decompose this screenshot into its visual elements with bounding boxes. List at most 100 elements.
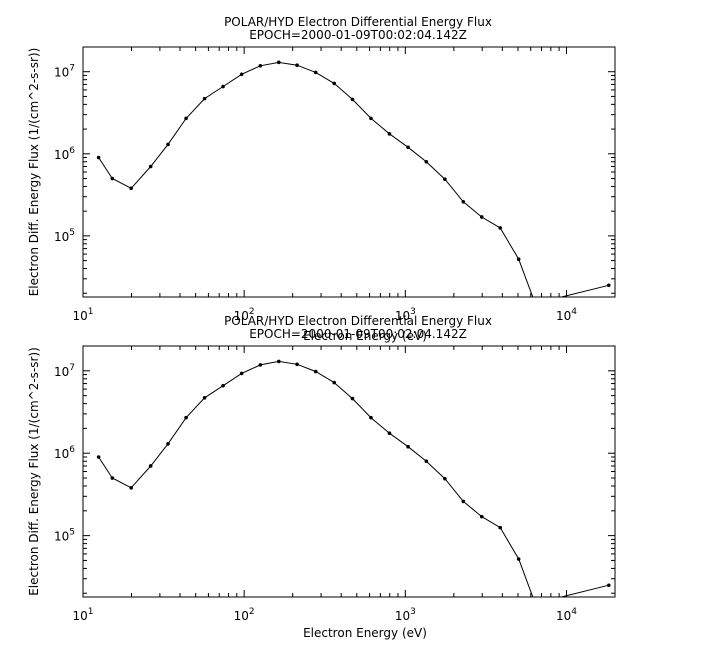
y-tick-label-exponent: 5: [69, 528, 75, 538]
data-point: [184, 415, 188, 420]
data-point: [443, 177, 447, 182]
series-line: [98, 360, 609, 597]
data-point: [276, 60, 281, 65]
data-point: [96, 455, 101, 459]
data-point: [295, 362, 299, 367]
x-tick-label: 104: [556, 607, 577, 623]
data-point: [166, 142, 170, 147]
y-tick-label-base: 10: [54, 66, 69, 80]
x-tick-label-base: 10: [556, 309, 571, 323]
data-point: [258, 363, 263, 367]
data-point: [110, 176, 115, 181]
y-tick-label: 106: [54, 445, 75, 461]
x-tick-label-base: 10: [395, 309, 410, 323]
data-point: [498, 226, 503, 230]
y-tick-label-exponent: 5: [69, 228, 75, 238]
y-tick-label: 107: [54, 363, 75, 379]
data-point: [276, 359, 281, 364]
data-point: [129, 186, 133, 191]
data-point: [498, 525, 503, 530]
x-tick-label-exponent: 1: [88, 607, 94, 617]
data-point: [369, 415, 373, 420]
data-point: [202, 96, 207, 101]
data-point: [424, 459, 429, 464]
y-tick-label-exponent: 6: [69, 445, 75, 455]
x-tick-label-base: 10: [395, 609, 410, 623]
y-tick-label-base: 10: [54, 530, 69, 544]
data-point: [295, 63, 299, 68]
y-tick-label-base: 10: [54, 230, 69, 244]
y-tick-label-exponent: 7: [69, 64, 75, 74]
x-tick-label-exponent: 2: [249, 607, 255, 617]
y-tick-label-exponent: 6: [69, 146, 75, 156]
data-point: [221, 383, 225, 388]
plot-frame: [82, 46, 616, 298]
chart-title: POLAR/HYD Electron Differential Energy F…: [224, 15, 492, 29]
data-point: [387, 132, 392, 136]
x-axis-label: Electron Energy (eV): [303, 626, 427, 640]
x-axis-label: Electron Energy (eV): [303, 329, 427, 343]
chart-panel-1: POLAR/HYD Electron Differential Energy F…: [27, 15, 616, 343]
x-tick-label: 102: [234, 607, 255, 623]
series-1: [96, 359, 611, 597]
data-point: [184, 116, 188, 121]
data-point: [332, 81, 337, 86]
series-1: [96, 60, 611, 306]
y-tick-label: 106: [54, 146, 75, 162]
data-point: [166, 442, 170, 446]
data-point: [479, 215, 484, 219]
data-point: [533, 302, 537, 306]
y-tick-label: 105: [54, 528, 75, 544]
data-point: [148, 164, 153, 169]
data-point: [606, 283, 611, 288]
x-tick-label: 103: [395, 307, 416, 323]
data-point: [406, 145, 410, 150]
data-point: [443, 476, 447, 481]
y-tick-label: 107: [54, 64, 75, 80]
x-tick-label-exponent: 4: [571, 307, 577, 317]
y-axis-label: Electron Diff. Energy Flux (1/(cm^2-s-sr…: [27, 48, 41, 297]
plot-frame: [82, 345, 616, 598]
x-tick-label-base: 10: [72, 609, 87, 623]
data-point: [313, 70, 318, 75]
chart-subtitle: EPOCH=2000-01-09T00:02:04.142Z: [249, 28, 467, 42]
data-point: [461, 200, 466, 204]
x-tick-label-base: 10: [234, 609, 249, 623]
y-tick-label-base: 10: [54, 148, 69, 162]
x-tick-label-base: 10: [556, 609, 571, 623]
x-tick-label: 101: [72, 607, 93, 623]
data-point: [369, 116, 373, 121]
data-point: [332, 380, 337, 385]
x-tick-label-base: 10: [72, 309, 87, 323]
x-tick-label-exponent: 1: [88, 307, 94, 317]
chart-title: POLAR/HYD Electron Differential Energy F…: [224, 314, 492, 328]
chart-subtitle: EPOCH=2000-01-09T00:02:04.142Z: [249, 327, 467, 341]
data-point: [258, 64, 263, 68]
data-point: [606, 583, 611, 588]
data-point: [96, 155, 101, 160]
x-tick-label: 102: [234, 307, 255, 323]
data-point: [516, 557, 521, 561]
x-tick-label-exponent: 3: [410, 607, 416, 617]
data-point: [424, 159, 429, 164]
data-point: [406, 444, 410, 449]
x-tick-label-base: 10: [234, 309, 249, 323]
data-point: [148, 464, 153, 468]
data-point: [461, 499, 466, 504]
data-point: [479, 514, 484, 519]
data-point: [350, 396, 355, 401]
chart-panel-2: POLAR/HYD Electron Differential Energy F…: [27, 314, 616, 640]
x-tick-label-exponent: 2: [249, 307, 255, 317]
series-line: [98, 61, 609, 297]
data-point: [202, 396, 207, 400]
y-tick-label-exponent: 7: [69, 363, 75, 373]
x-tick-label: 101: [72, 307, 93, 323]
data-point: [313, 369, 318, 374]
data-point: [221, 84, 225, 89]
data-point: [239, 72, 244, 77]
y-axis-label: Electron Diff. Energy Flux (1/(cm^2-s-sr…: [27, 347, 41, 596]
data-point: [239, 371, 244, 376]
x-tick-label: 104: [556, 307, 577, 323]
data-point: [129, 486, 133, 490]
